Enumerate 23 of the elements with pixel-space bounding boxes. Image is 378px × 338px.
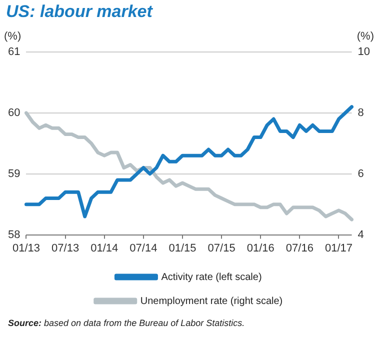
y-tick-label: 59 (8, 168, 20, 180)
legend-label: Activity rate (left scale) (161, 272, 262, 283)
y2-axis-title: (%) (356, 30, 374, 43)
x-tick-label: 07/13 (52, 242, 80, 254)
y2-tick-label: 4 (358, 228, 364, 241)
x-tick-label: 07/14 (130, 242, 158, 254)
x-tick-label: 07/16 (286, 242, 314, 254)
x-tick-label: 07/15 (208, 242, 236, 254)
y-tick-label: 60 (8, 106, 20, 119)
source-note: Source: based on data from the Bureau of Labor Statistics. (8, 318, 245, 328)
x-tick-label: 01/14 (90, 242, 118, 254)
x-tick-label: 01/13 (12, 242, 40, 254)
y-axis-title: (%) (4, 30, 22, 43)
y-tick-label: 61 (8, 46, 20, 58)
x-tick-label: 01/15 (168, 242, 196, 254)
y2-tick-label: 6 (358, 168, 364, 180)
chart-title: US: labour market (6, 2, 152, 22)
y2-tick-label: 10 (358, 46, 370, 58)
y2-tick-label: 8 (358, 106, 364, 119)
x-tick-label: 01/16 (246, 242, 274, 254)
y-tick-label: 58 (8, 228, 20, 241)
x-tick-label: 01/17 (324, 242, 353, 254)
legend-label: Unemployment rate (right scale) (140, 296, 283, 307)
